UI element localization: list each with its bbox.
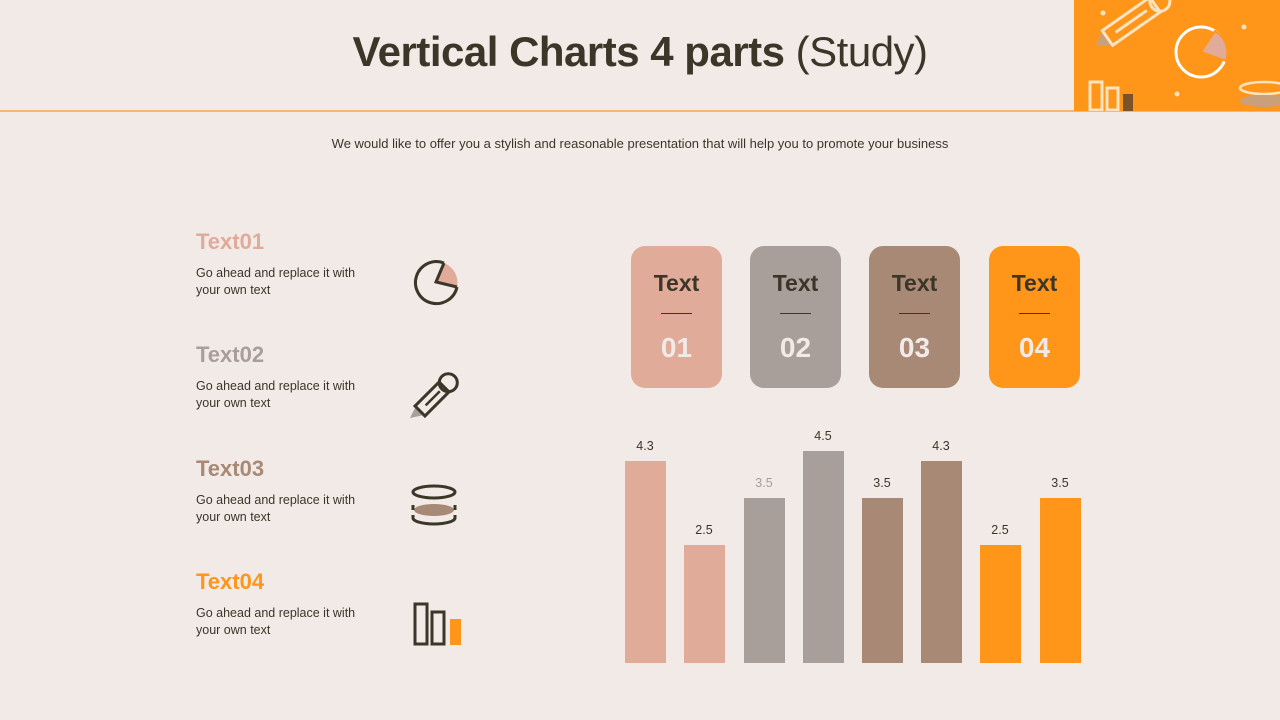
chart-bar — [921, 461, 962, 663]
card-label: Text — [772, 270, 819, 296]
card-number: 02 — [779, 332, 812, 363]
coin-stack-icon — [408, 480, 464, 536]
chart-bar — [862, 498, 903, 663]
chart-bar — [1040, 498, 1081, 663]
card-01: Text 01 — [631, 246, 722, 388]
bar-value-label: 4.3 — [636, 439, 654, 453]
chart-bar — [803, 451, 844, 663]
pencil-icon — [408, 366, 464, 422]
pie-chart-icon — [408, 253, 464, 309]
bar-chart-icon — [408, 593, 464, 649]
card-02: Text 02 — [750, 246, 841, 388]
card-divider — [661, 313, 692, 314]
decorative-icons-illustration — [1088, 0, 1280, 111]
chart-bar — [980, 545, 1021, 663]
card-label: Text — [1011, 270, 1058, 296]
list-item-01: Text01 Go ahead and replace it with your… — [196, 229, 496, 306]
item-description: Go ahead and replace it with your own te… — [196, 493, 356, 524]
item-title: Text03 — [196, 456, 265, 481]
bar-value-label: 2.5 — [991, 523, 1009, 537]
item-description: Go ahead and replace it with your own te… — [196, 606, 356, 637]
item-description: Go ahead and replace it with your own te… — [196, 379, 356, 410]
item-title: Text01 — [196, 229, 265, 254]
decorative-corner-art — [1074, 0, 1280, 111]
bar-value-label: 3.5 — [755, 476, 773, 490]
list-item-02: Text02 Go ahead and replace it with your… — [196, 342, 496, 419]
bar-value-label: 3.5 — [1051, 476, 1069, 490]
card-divider — [899, 313, 930, 314]
bar-value-label: 2.5 — [695, 523, 713, 537]
title-main: Vertical Charts 4 parts — [352, 28, 785, 75]
bar-value-label: 4.5 — [814, 429, 832, 443]
card-04: Text 04 — [989, 246, 1080, 388]
item-title: Text02 — [196, 342, 265, 367]
item-title: Text04 — [196, 569, 265, 594]
bar-value-label: 4.3 — [932, 439, 950, 453]
list-item-03: Text03 Go ahead and replace it with your… — [196, 456, 496, 526]
card-number: 03 — [898, 332, 931, 363]
list-item-04: Text04 Go ahead and replace it with your… — [196, 569, 496, 646]
page-title: Vertical Charts 4 parts (Study) — [0, 28, 1280, 76]
card-label: Text — [653, 270, 700, 296]
card-number: 01 — [660, 332, 693, 363]
chart-bar — [684, 545, 725, 663]
chart-bar — [625, 461, 666, 663]
card-number: 04 — [1018, 332, 1051, 363]
chart-bar — [744, 498, 785, 663]
title-suffix: (Study) — [795, 28, 928, 75]
card-label: Text — [891, 270, 938, 296]
bar-value-label: 3.5 — [873, 476, 891, 490]
card-divider — [1019, 313, 1050, 314]
item-description: Go ahead and replace it with your own te… — [196, 266, 356, 297]
card-03: Text 03 — [869, 246, 960, 388]
subtitle: We would like to offer you a stylish and… — [331, 136, 949, 151]
header-divider — [0, 110, 1280, 112]
card-divider — [780, 313, 811, 314]
